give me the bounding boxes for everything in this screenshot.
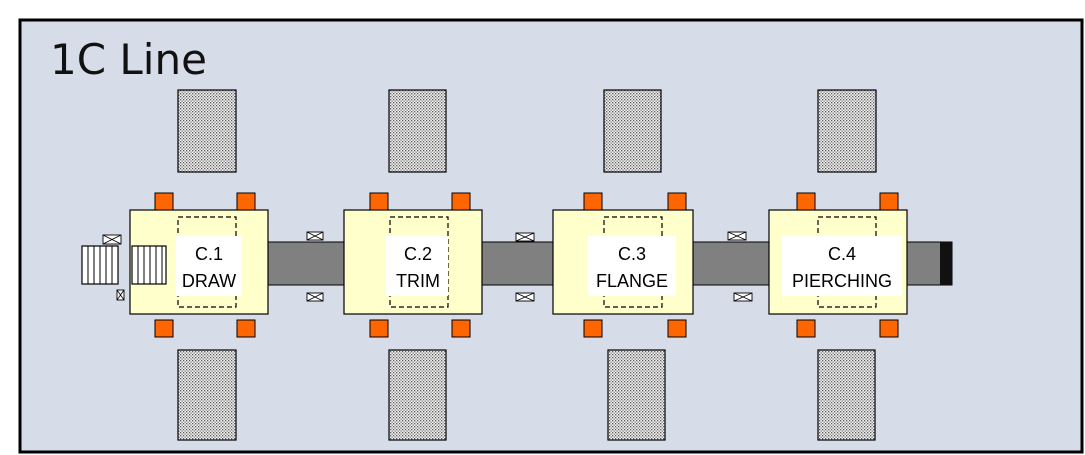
input-stack-icon-2	[131, 245, 167, 285]
crossed-box-marker-icon	[515, 232, 535, 242]
conveyor-4	[899, 241, 953, 286]
marker-group	[102, 231, 753, 302]
input-stack-icon-1	[81, 245, 119, 285]
press-station-2: C.2 TRIM	[343, 192, 483, 338]
die-storage-top-3	[603, 89, 662, 173]
crossed-box-marker-icon	[306, 231, 324, 241]
corner-block	[879, 319, 899, 338]
corner-block	[583, 319, 603, 338]
station-code-3: C.3	[618, 244, 646, 264]
corner-block	[154, 319, 174, 338]
corner-block	[667, 319, 687, 338]
corner-block	[451, 319, 471, 338]
station-label-box-1	[176, 236, 242, 296]
crossed-box-marker-icon	[727, 231, 747, 241]
corner-block	[879, 192, 899, 211]
station-name-4: PIERCHING	[792, 271, 892, 291]
station-name-1: DRAW	[182, 271, 236, 291]
die-storage-bottom-2	[388, 349, 447, 441]
corner-block	[583, 192, 603, 211]
crossed-box-marker-icon	[116, 289, 125, 301]
corner-block	[667, 192, 687, 211]
crossed-box-marker-icon	[515, 292, 535, 302]
corner-block	[796, 319, 816, 338]
corner-block	[236, 192, 256, 211]
crossed-box-marker-icon	[102, 234, 122, 245]
corner-block	[451, 192, 471, 211]
crossed-box-marker-icon	[733, 292, 753, 302]
station-label-box-4	[782, 236, 902, 296]
die-storage-top-4	[817, 89, 877, 173]
station-name-3: FLANGE	[596, 271, 668, 291]
station-code-1: C.1	[195, 244, 223, 264]
press-station-4: C.4 PIERCHING	[768, 192, 908, 338]
die-storage-bottom-1	[177, 349, 237, 441]
corner-block	[369, 192, 389, 211]
station-label-box-3	[588, 236, 676, 296]
diagram-title: 1C Line	[50, 35, 207, 84]
corner-block	[369, 319, 389, 338]
corner-block	[796, 192, 816, 211]
die-storage-top-1	[177, 89, 237, 173]
station-code-4: C.4	[828, 244, 856, 264]
corner-block	[236, 319, 256, 338]
station-code-2: C.2	[404, 244, 432, 264]
station-label-box-2	[386, 236, 448, 296]
die-storage-bottom-4	[817, 349, 876, 441]
crossed-box-marker-icon	[306, 292, 324, 302]
station-name-2: TRIM	[396, 271, 440, 291]
press-station-3: C.3 FLANGE	[552, 192, 694, 338]
corner-block	[154, 192, 174, 211]
die-storage-bottom-3	[607, 349, 666, 441]
die-storage-top-2	[388, 89, 447, 173]
